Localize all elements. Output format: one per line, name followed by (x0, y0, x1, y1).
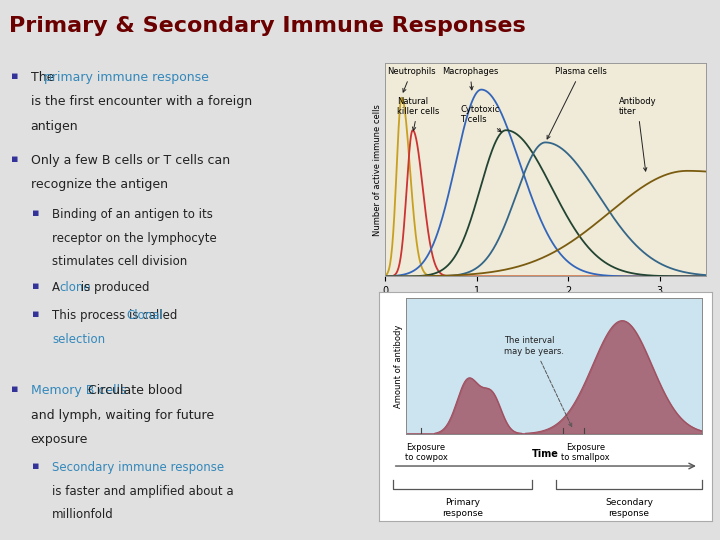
Text: ▪: ▪ (11, 384, 18, 394)
Text: Plasma cells: Plasma cells (547, 68, 606, 139)
Text: millionfold: millionfold (53, 509, 114, 522)
Text: ▪: ▪ (11, 153, 18, 164)
Text: primary immune response: primary immune response (45, 71, 209, 84)
Text: ▪: ▪ (32, 281, 40, 291)
Text: Neutrophils: Neutrophils (387, 68, 436, 92)
Text: recognize the antigen: recognize the antigen (30, 178, 168, 191)
Text: ▪: ▪ (11, 71, 18, 81)
Text: exposure: exposure (30, 433, 88, 446)
Text: Antibody
titer: Antibody titer (618, 97, 656, 171)
Text: is the first encounter with a foreign: is the first encounter with a foreign (30, 96, 252, 109)
Text: is faster and amplified about a: is faster and amplified about a (53, 485, 234, 498)
Y-axis label: Amount of antibody: Amount of antibody (395, 325, 403, 408)
X-axis label: Time (weeks): Time (weeks) (513, 302, 578, 312)
Text: and lymph, waiting for future: and lymph, waiting for future (30, 409, 214, 422)
Text: Macrophages: Macrophages (442, 68, 498, 90)
Text: receptor on the lymphocyte: receptor on the lymphocyte (53, 232, 217, 245)
Text: Clonal: Clonal (126, 308, 163, 321)
Text: Primary & Secondary Immune Responses: Primary & Secondary Immune Responses (9, 16, 526, 36)
Text: The: The (30, 71, 58, 84)
Text: This process is called: This process is called (53, 308, 181, 321)
Y-axis label: Number of active immune cells: Number of active immune cells (374, 104, 382, 236)
Text: Secondary
response: Secondary response (605, 498, 653, 517)
Text: antigen: antigen (30, 120, 78, 133)
Text: ▪: ▪ (32, 208, 40, 218)
Text: Only a few B cells or T cells can: Only a few B cells or T cells can (30, 153, 230, 166)
Text: selection: selection (53, 333, 105, 346)
Text: clone: clone (59, 281, 91, 294)
Text: Time: Time (532, 449, 559, 459)
Text: Primary
response: Primary response (442, 498, 483, 517)
Text: Cytotoxic
T cells: Cytotoxic T cells (460, 105, 501, 132)
Text: A: A (53, 281, 64, 294)
Text: is produced: is produced (77, 281, 149, 294)
Text: The interval
may be years.: The interval may be years. (504, 336, 572, 427)
Text: stimulates cell division: stimulates cell division (53, 255, 187, 268)
Text: Natural
killer cells: Natural killer cells (397, 97, 439, 131)
Text: ▪: ▪ (32, 308, 40, 319)
Text: Exposure
to smallpox: Exposure to smallpox (562, 443, 610, 462)
Text: Binding of an antigen to its: Binding of an antigen to its (53, 208, 213, 221)
Text: Secondary immune response: Secondary immune response (53, 461, 225, 474)
Text: Memory B cells: Memory B cells (30, 384, 126, 397)
Text: Exposure
to cowpox: Exposure to cowpox (405, 443, 447, 462)
Text: Circulate blood: Circulate blood (84, 384, 182, 397)
Text: ▪: ▪ (32, 461, 40, 471)
